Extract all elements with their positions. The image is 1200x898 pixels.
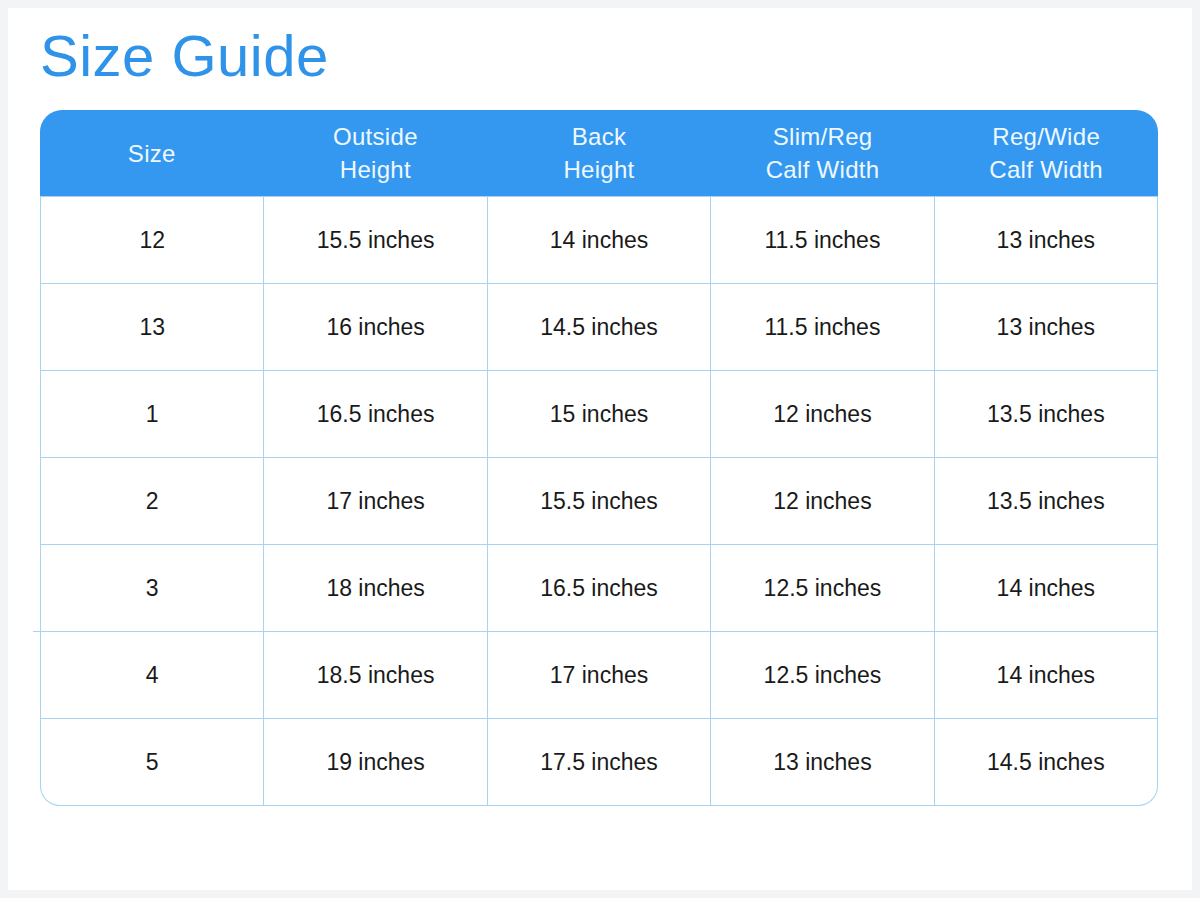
cell-outside-height: 16 inches [264,284,487,370]
cell-size: 13 [41,284,264,370]
cell-slim-reg-calf-width: 12 inches [711,371,934,457]
cell-size: 5 [41,719,264,805]
cell-size: 3 [41,545,264,631]
size-guide-table: Size Outside Height Back Height Slim/Reg… [40,110,1158,806]
table-row: 5 19 inches 17.5 inches 13 inches 14.5 i… [41,718,1157,805]
cell-reg-wide-calf-width: 13.5 inches [935,371,1157,457]
cell-reg-wide-calf-width: 14.5 inches [935,719,1157,805]
cell-size: 2 [41,458,264,544]
cell-size: 12 [41,197,264,283]
cell-slim-reg-calf-width: 13 inches [711,719,934,805]
cell-outside-height: 18.5 inches [264,632,487,718]
page-title: Size Guide [40,24,329,88]
header-cell-reg-wide-calf-width: Reg/Wide Calf Width [934,110,1158,196]
table-row: 1 16.5 inches 15 inches 12 inches 13.5 i… [41,370,1157,457]
cell-size: 1 [41,371,264,457]
row-border-artifact [33,631,42,632]
header-cell-back-height: Back Height [487,110,711,196]
header-cell-size: Size [40,110,264,196]
cell-reg-wide-calf-width: 13 inches [935,284,1157,370]
cell-slim-reg-calf-width: 12.5 inches [711,632,934,718]
table-header-row: Size Outside Height Back Height Slim/Reg… [40,110,1158,196]
cell-back-height: 14 inches [488,197,711,283]
cell-size: 4 [41,632,264,718]
cell-outside-height: 18 inches [264,545,487,631]
cell-outside-height: 19 inches [264,719,487,805]
header-cell-outside-height: Outside Height [264,110,488,196]
table-row: 13 16 inches 14.5 inches 11.5 inches 13 … [41,283,1157,370]
cell-back-height: 15.5 inches [488,458,711,544]
cell-back-height: 17 inches [488,632,711,718]
cell-slim-reg-calf-width: 12.5 inches [711,545,934,631]
table-row: 12 15.5 inches 14 inches 11.5 inches 13 … [41,196,1157,283]
cell-reg-wide-calf-width: 13 inches [935,197,1157,283]
cell-reg-wide-calf-width: 14 inches [935,632,1157,718]
cell-reg-wide-calf-width: 13.5 inches [935,458,1157,544]
cell-back-height: 17.5 inches [488,719,711,805]
table-row: 4 18.5 inches 17 inches 12.5 inches 14 i… [41,631,1157,718]
cell-reg-wide-calf-width: 14 inches [935,545,1157,631]
header-cell-slim-reg-calf-width: Slim/Reg Calf Width [711,110,935,196]
size-guide-page: Size Guide Size Outside Height Back Heig… [0,0,1200,898]
cell-back-height: 16.5 inches [488,545,711,631]
cell-back-height: 14.5 inches [488,284,711,370]
cell-outside-height: 17 inches [264,458,487,544]
cell-slim-reg-calf-width: 11.5 inches [711,284,934,370]
cell-outside-height: 16.5 inches [264,371,487,457]
table-row: 3 18 inches 16.5 inches 12.5 inches 14 i… [41,544,1157,631]
cell-back-height: 15 inches [488,371,711,457]
cell-slim-reg-calf-width: 11.5 inches [711,197,934,283]
table-body: 12 15.5 inches 14 inches 11.5 inches 13 … [40,196,1158,806]
cell-outside-height: 15.5 inches [264,197,487,283]
table-row: 2 17 inches 15.5 inches 12 inches 13.5 i… [41,457,1157,544]
cell-slim-reg-calf-width: 12 inches [711,458,934,544]
